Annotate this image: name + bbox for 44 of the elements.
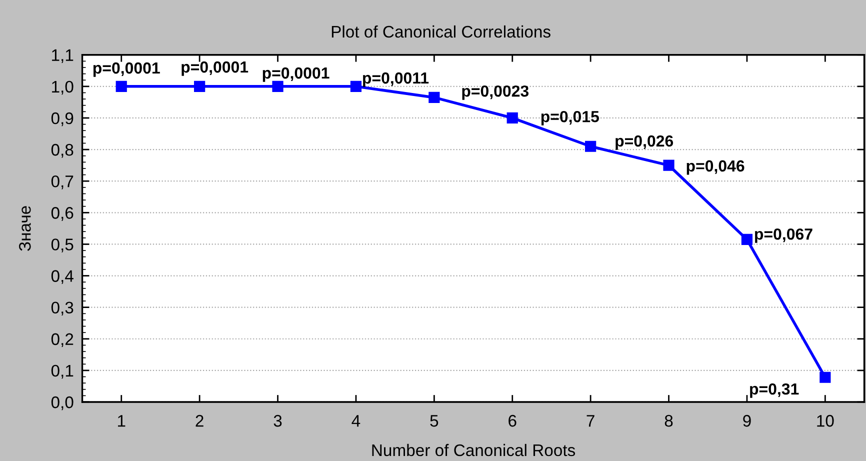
x-tick-label: 3 — [274, 414, 282, 427]
x-tick-label: 6 — [508, 414, 516, 427]
y-tick-label: 0,5 — [51, 238, 74, 252]
point — [741, 234, 753, 246]
annotation: p=0,067 — [755, 228, 812, 243]
x-tick-label: 9 — [743, 414, 751, 427]
annotation: p=0,0001 — [182, 61, 248, 76]
x-tick-label: 1 — [118, 415, 126, 427]
x-tick-label: 4 — [352, 415, 360, 427]
y-tick-label: 0,1 — [51, 364, 74, 379]
y-axis-title: Значе — [19, 206, 31, 251]
annotation: p=0,026 — [616, 135, 674, 150]
annotation: p=0,0011 — [363, 72, 429, 87]
annotation: p=0,0001 — [262, 67, 330, 82]
x-tick-label: 10 — [817, 414, 834, 427]
point — [116, 80, 127, 92]
annotation: p=0,31 — [750, 383, 799, 398]
y-tick-label: 0,0 — [51, 396, 74, 410]
x-tick-label: 7 — [586, 415, 594, 427]
point — [663, 160, 674, 171]
y-tick-label: 0,6 — [51, 207, 74, 221]
annotation: p=0,0001 — [93, 62, 160, 77]
point — [585, 140, 596, 152]
point — [820, 372, 831, 383]
annotation: p=0,0023 — [462, 85, 529, 100]
y-tick-label: 0,7 — [51, 175, 74, 190]
point — [350, 80, 362, 92]
y-tick-label: 1,1 — [52, 49, 74, 64]
x-tick-label: 8 — [664, 414, 673, 427]
y-tick-label: 0,9 — [51, 112, 74, 126]
point — [506, 112, 518, 124]
y-tick-label: 0,3 — [51, 302, 74, 316]
point — [428, 92, 440, 104]
y-tick-label: 0,8 — [51, 144, 74, 158]
y-tick-label: 1,0 — [52, 80, 74, 95]
annotation: p=0,046 — [686, 160, 744, 175]
point — [194, 80, 206, 92]
chart-title: Plot of Canonical Correlations — [332, 25, 550, 38]
y-tick-label: 0,4 — [51, 270, 74, 284]
y-tick-label: 0,2 — [51, 333, 74, 348]
x-tick-label: 2 — [196, 414, 204, 427]
annotation: p=0,015 — [541, 110, 599, 126]
x-axis-title: Number of Canonical Roots — [372, 444, 576, 456]
x-tick-label: 5 — [430, 415, 438, 427]
